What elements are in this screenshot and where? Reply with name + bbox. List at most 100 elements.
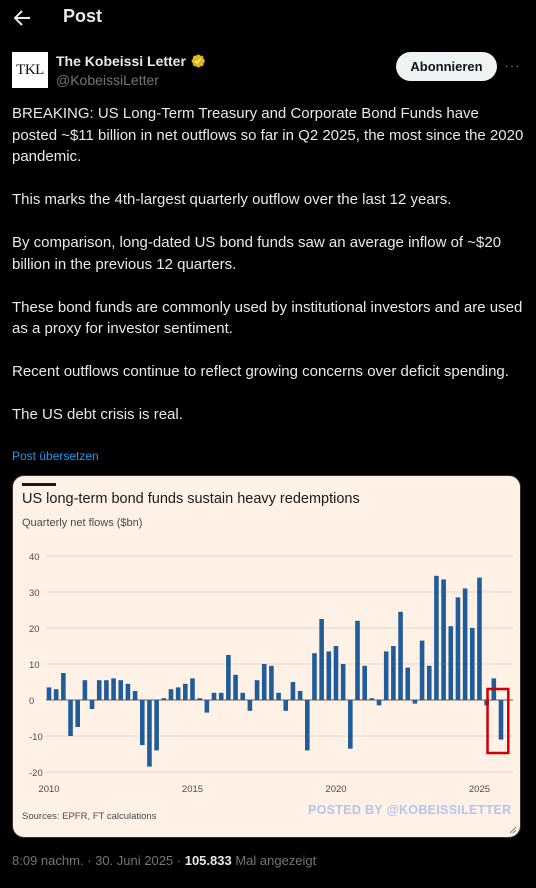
- y-tick-label: 20: [29, 624, 40, 635]
- chart-bar: [233, 674, 238, 700]
- verified-badge-icon: [191, 54, 205, 68]
- chart-bar: [68, 700, 73, 736]
- chart-bar: [240, 692, 246, 700]
- chart-bar: [355, 620, 360, 700]
- x-tick-label: 2015: [182, 784, 203, 795]
- chart-bar: [46, 687, 52, 700]
- chart-bar: [290, 682, 296, 700]
- post-meta: 8:09 nachm. · 30. Juni 2025 · 105.833 Ma…: [12, 853, 316, 868]
- post-timestamp[interactable]: 8:09 nachm. · 30. Juni 2025 ·: [12, 853, 185, 868]
- chart-bar: [218, 692, 224, 700]
- tweet-paragraph: The US debt crisis is real.: [12, 406, 183, 423]
- chart-bar: [376, 700, 382, 706]
- chart-bar: [175, 687, 181, 700]
- chart-bar: [398, 611, 403, 700]
- chart-bar: [161, 698, 167, 700]
- chart-bar: [197, 698, 202, 700]
- chart-bar: [405, 667, 411, 700]
- subscribe-button[interactable]: Abonnieren: [396, 52, 497, 81]
- highlight-box: [486, 687, 510, 755]
- view-count: 105.833: [184, 853, 232, 868]
- top-bar: Post: [0, 0, 536, 36]
- chart-bar: [448, 626, 454, 700]
- chart-bar: [154, 700, 159, 751]
- author-name-row: The Kobeissi Letter: [56, 53, 206, 69]
- tweet-paragraph: This marks the 4th-largest quarterly out…: [12, 191, 452, 208]
- chart-bar: [139, 700, 145, 745]
- chart-bar: [125, 683, 131, 700]
- chart-bar: [168, 689, 174, 700]
- chart-bar: [333, 646, 339, 700]
- tweet-body: BREAKING: US Long-Term Treasury and Corp…: [12, 103, 524, 426]
- y-tick-label: -20: [29, 768, 43, 779]
- chart-bar: [326, 651, 332, 700]
- watermark-text: POSTED BY @KOBEISSILETTER: [308, 803, 512, 817]
- y-tick-label: 0: [29, 696, 34, 707]
- chart-bar: [297, 691, 303, 700]
- avatar-logo-text: TKL: [16, 61, 44, 78]
- x-tick-label: 2010: [38, 784, 59, 795]
- y-tick-label: -10: [29, 732, 43, 743]
- chart-y-label: Quarterly net flows ($bn): [22, 517, 143, 529]
- chart-bar: [118, 680, 124, 700]
- chart-bar: [462, 588, 468, 700]
- chart-bar: [470, 628, 475, 700]
- x-tick-label: 2020: [325, 784, 346, 795]
- chart-title-rule: [22, 483, 56, 486]
- chart-bar: [498, 700, 504, 740]
- chart-bar: [190, 678, 195, 700]
- chart-bar: [362, 665, 367, 700]
- chart-bar: [82, 680, 88, 700]
- chart-bar: [211, 692, 217, 700]
- chart-bar: [426, 665, 432, 700]
- tweet-paragraph: By comparison, long-dated US bond funds …: [12, 234, 502, 273]
- expand-corner-icon: [509, 826, 517, 834]
- chart-bar: [369, 698, 375, 700]
- chart-bar: [477, 577, 482, 700]
- more-options-icon[interactable]: ···: [504, 57, 521, 73]
- chart-bar: [89, 700, 95, 709]
- chart-title: US long-term bond funds sustain heavy re…: [22, 491, 360, 507]
- tweet-paragraph: These bond funds are commonly used by in…: [12, 298, 523, 338]
- chart-bar: [412, 700, 418, 704]
- chart-bar: [276, 692, 281, 700]
- x-tick-label: 2025: [469, 784, 490, 795]
- chart-bar: [348, 700, 353, 749]
- chart-bar: [312, 653, 317, 700]
- chart-bar: [261, 664, 267, 700]
- chart-bar: [340, 664, 346, 700]
- chart-bar: [419, 640, 425, 700]
- chart-bar: [147, 700, 152, 767]
- chart-bar: [254, 680, 260, 700]
- chart-bar: [269, 665, 274, 700]
- translate-post-link[interactable]: Post übersetzen: [12, 449, 99, 463]
- chart-bar: [441, 579, 446, 700]
- tweet-paragraph: BREAKING: US Long-Term Treasury and Corp…: [12, 105, 524, 165]
- author-handle[interactable]: @KobeissiLetter: [56, 72, 159, 88]
- y-tick-label: 30: [29, 588, 40, 599]
- chart-bar: [434, 575, 439, 700]
- chart-bar: [104, 680, 109, 700]
- chart-sources: Sources: EPFR, FT calculations: [22, 811, 157, 822]
- chart-image-card[interactable]: US long-term bond funds sustain heavy re…: [12, 475, 521, 838]
- chart-bar: [204, 700, 210, 713]
- chart-bar: [132, 691, 138, 700]
- avatar[interactable]: TKL: [12, 52, 48, 88]
- chart-bar: [183, 683, 188, 700]
- chart-bar: [319, 619, 324, 700]
- chart-bar: [455, 597, 461, 700]
- author-name[interactable]: The Kobeissi Letter: [56, 53, 186, 69]
- chart-bar: [96, 680, 102, 700]
- page-title: Post: [63, 6, 103, 26]
- chart-bar: [61, 673, 66, 700]
- chart-bar: [391, 646, 396, 700]
- chart-bar: [111, 678, 116, 700]
- chart-bar: [383, 651, 389, 700]
- chart-bar: [226, 655, 231, 700]
- y-tick-label: 40: [29, 552, 40, 563]
- arrow-left-icon[interactable]: [10, 6, 34, 30]
- chart-bar: [247, 700, 253, 711]
- chart-bar: [75, 700, 80, 727]
- chart-bar: [283, 700, 289, 711]
